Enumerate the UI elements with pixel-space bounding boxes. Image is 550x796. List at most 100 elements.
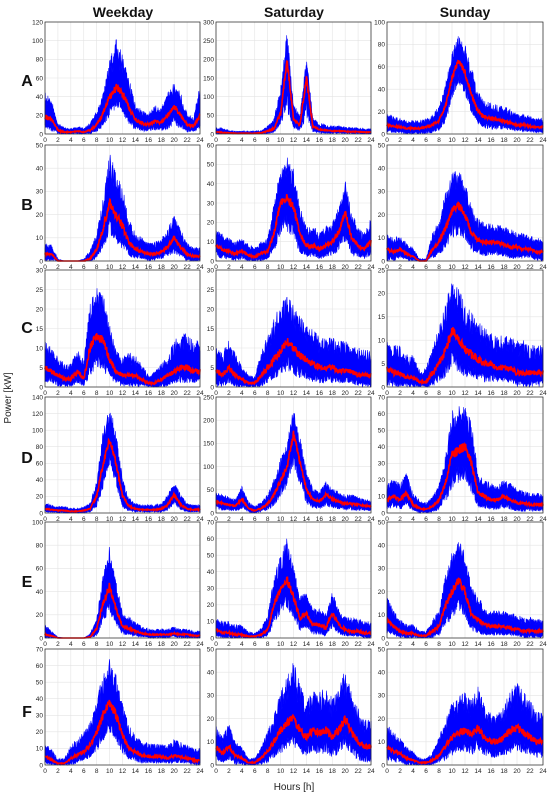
- panel-c-sunday-xtick-label: 4: [411, 390, 415, 397]
- panel-b-weekday-ytick-label: 20: [36, 212, 44, 219]
- panel-f-weekday-xtick-label: 0: [43, 768, 47, 775]
- panel-c-saturday-xtick-label: 18: [329, 390, 337, 397]
- panel-f-weekday-xtick-label: 16: [145, 768, 153, 775]
- panel-c-saturday-xtick-label: 0: [214, 390, 218, 397]
- panel-f-sunday-xtick-label: 0: [385, 768, 389, 775]
- panel-b-weekday-ytick-label: 40: [36, 166, 44, 173]
- panel-c-saturday-xtick-label: 20: [342, 390, 350, 397]
- panel-b-saturday-ytick-label: 10: [207, 239, 215, 246]
- panel-e-saturday-ytick-label: 20: [207, 602, 215, 609]
- panel-d-saturday-xtick-label: 2: [227, 516, 231, 523]
- panel-b-sunday-xtick-label: 0: [385, 264, 389, 271]
- panel-d-weekday-xtick-label: 4: [69, 516, 73, 523]
- panel-d-weekday-ytick-label: 60: [36, 461, 44, 468]
- panel-d-weekday-ytick-label: 20: [36, 494, 44, 501]
- panel-d-sunday-ytick-label: 30: [378, 461, 386, 468]
- panel-f-weekday-xtick-label: 8: [95, 768, 99, 775]
- panel-f-saturday-xtick-label: 4: [240, 768, 244, 775]
- panel-f-saturday-ytick-label: 0: [210, 762, 214, 769]
- panel-d-weekday-xtick-label: 22: [183, 516, 191, 523]
- panel-c-weekday-ytick-label: 25: [36, 287, 44, 294]
- panel-b-sunday-ytick-label: 10: [378, 235, 386, 242]
- panel-a-sunday-ytick-label: 100: [374, 19, 385, 26]
- panel-a-saturday-xtick-label: 18: [329, 137, 337, 144]
- panel-b-sunday-xtick-label: 14: [474, 264, 482, 271]
- panel-f-sunday-xtick-label: 16: [487, 768, 495, 775]
- panel-c-sunday-xtick-label: 20: [513, 390, 521, 397]
- panel-a-weekday-frame: [44, 21, 201, 135]
- panel-a-weekday-xtick-label: 10: [106, 137, 114, 144]
- panel-d-weekday-xtick-label: 10: [106, 516, 114, 523]
- panel-f-sunday-xtick-label: 12: [461, 768, 469, 775]
- panel-d-weekday-xtick-label: 20: [171, 516, 179, 523]
- panel-f-weekday-mean-line: [44, 699, 201, 766]
- panel-b-saturday-frame: [215, 144, 372, 262]
- panel-b-saturday-xtick-label: 20: [342, 264, 350, 271]
- panel-a-sunday-xtick-label: 16: [487, 137, 495, 144]
- panel-d-sunday-xtick-label: 4: [411, 516, 415, 523]
- panel-e-weekday-xtick-label: 14: [132, 641, 140, 648]
- panel-f-sunday-xtick-label: 22: [526, 768, 534, 775]
- panel-a-weekday-xtick-label: 8: [95, 137, 99, 144]
- panel-d-saturday-xtick-label: 6: [253, 516, 257, 523]
- panel-e-sunday-xtick-label: 2: [398, 641, 402, 648]
- panel-d-sunday-xtick-label: 18: [500, 516, 508, 523]
- panel-e-weekday-ytick-label: 20: [36, 612, 44, 619]
- panel-a-weekday-ytick-label: 40: [36, 94, 44, 101]
- panel-c-weekday-ytick-label: 0: [39, 384, 43, 391]
- panel-d-weekday-xtick-label: 6: [82, 516, 86, 523]
- column-title-sunday: Sunday: [440, 4, 491, 20]
- panel-c-sunday-xtick-label: 24: [539, 390, 547, 397]
- panel-a-saturday-xtick-label: 12: [290, 137, 298, 144]
- panel-e-saturday-xtick-label: 18: [329, 641, 337, 648]
- panel-b-weekday-ytick-label: 0: [39, 258, 43, 265]
- panel-e-weekday-ytick-label: 80: [36, 543, 44, 550]
- panel-f-sunday-ytick-label: 40: [378, 670, 386, 677]
- column-title-saturday: Saturday: [264, 4, 324, 20]
- panel-e-sunday-ytick-label: 10: [378, 612, 386, 619]
- panel-f-sunday-ytick-label: 30: [378, 693, 386, 700]
- panel-b-saturday-ytick-label: 0: [210, 258, 214, 265]
- panel-f-weekday-ytick-label: 10: [36, 746, 44, 753]
- panel-f-saturday-mean-line: [215, 714, 372, 765]
- panel-c-sunday-xtick-label: 14: [474, 390, 482, 397]
- row-label-e: E: [22, 574, 33, 591]
- panel-f-weekday-ytick-label: 0: [39, 762, 43, 769]
- panel-a-weekday-ytick-label: 100: [32, 38, 43, 45]
- panel-d-sunday-ytick-label: 40: [378, 444, 386, 451]
- panel-a-saturday-ytick-label: 50: [207, 113, 215, 120]
- panel-e-sunday-xtick-label: 10: [448, 641, 456, 648]
- panel-d-sunday-xtick-label: 8: [437, 516, 441, 523]
- panel-c-weekday-xtick-label: 6: [82, 390, 86, 397]
- panel-f-weekday-xtick-label: 12: [119, 768, 127, 775]
- panel-c-weekday-ytick-label: 15: [36, 326, 44, 333]
- panel-d-sunday-xtick-label: 16: [487, 516, 495, 523]
- row-label-c: C: [21, 320, 33, 337]
- panel-a-saturday-ytick-label: 150: [203, 75, 214, 82]
- panel-a-weekday-xtick-label: 16: [145, 137, 153, 144]
- panel-c-weekday-xtick-label: 14: [132, 390, 140, 397]
- panel-b-weekday-xtick-label: 22: [183, 264, 191, 271]
- panel-d-sunday-xtick-label: 6: [424, 516, 428, 523]
- titles-layer: Weekday Saturday Sunday A B C D E F Powe…: [3, 4, 490, 793]
- panel-a-sunday-xtick-label: 14: [474, 137, 482, 144]
- panel-c-saturday-xtick-label: 16: [316, 390, 324, 397]
- panel-e-weekday-xtick-label: 2: [56, 641, 60, 648]
- panel-a-saturday-frame: [215, 21, 372, 135]
- panel-c-weekday-xtick-label: 12: [119, 390, 127, 397]
- panel-c-weekday-xtick-label: 22: [183, 390, 191, 397]
- panel-e-sunday-xtick-label: 6: [424, 641, 428, 648]
- panel-b-saturday-xtick-label: 22: [354, 264, 362, 271]
- panel-b-sunday-ytick-label: 20: [378, 212, 386, 219]
- panel-b-weekday-frame: [44, 144, 201, 262]
- panel-d-sunday-xtick-label: 22: [526, 516, 534, 523]
- panel-b-weekday-xtick-label: 16: [145, 264, 153, 271]
- panel-f-sunday-xtick-label: 8: [437, 768, 441, 775]
- panel-d-weekday-xtick-label: 8: [95, 516, 99, 523]
- panel-d-weekday-ytick-label: 80: [36, 444, 44, 451]
- panel-c-weekday-xtick-label: 8: [95, 390, 99, 397]
